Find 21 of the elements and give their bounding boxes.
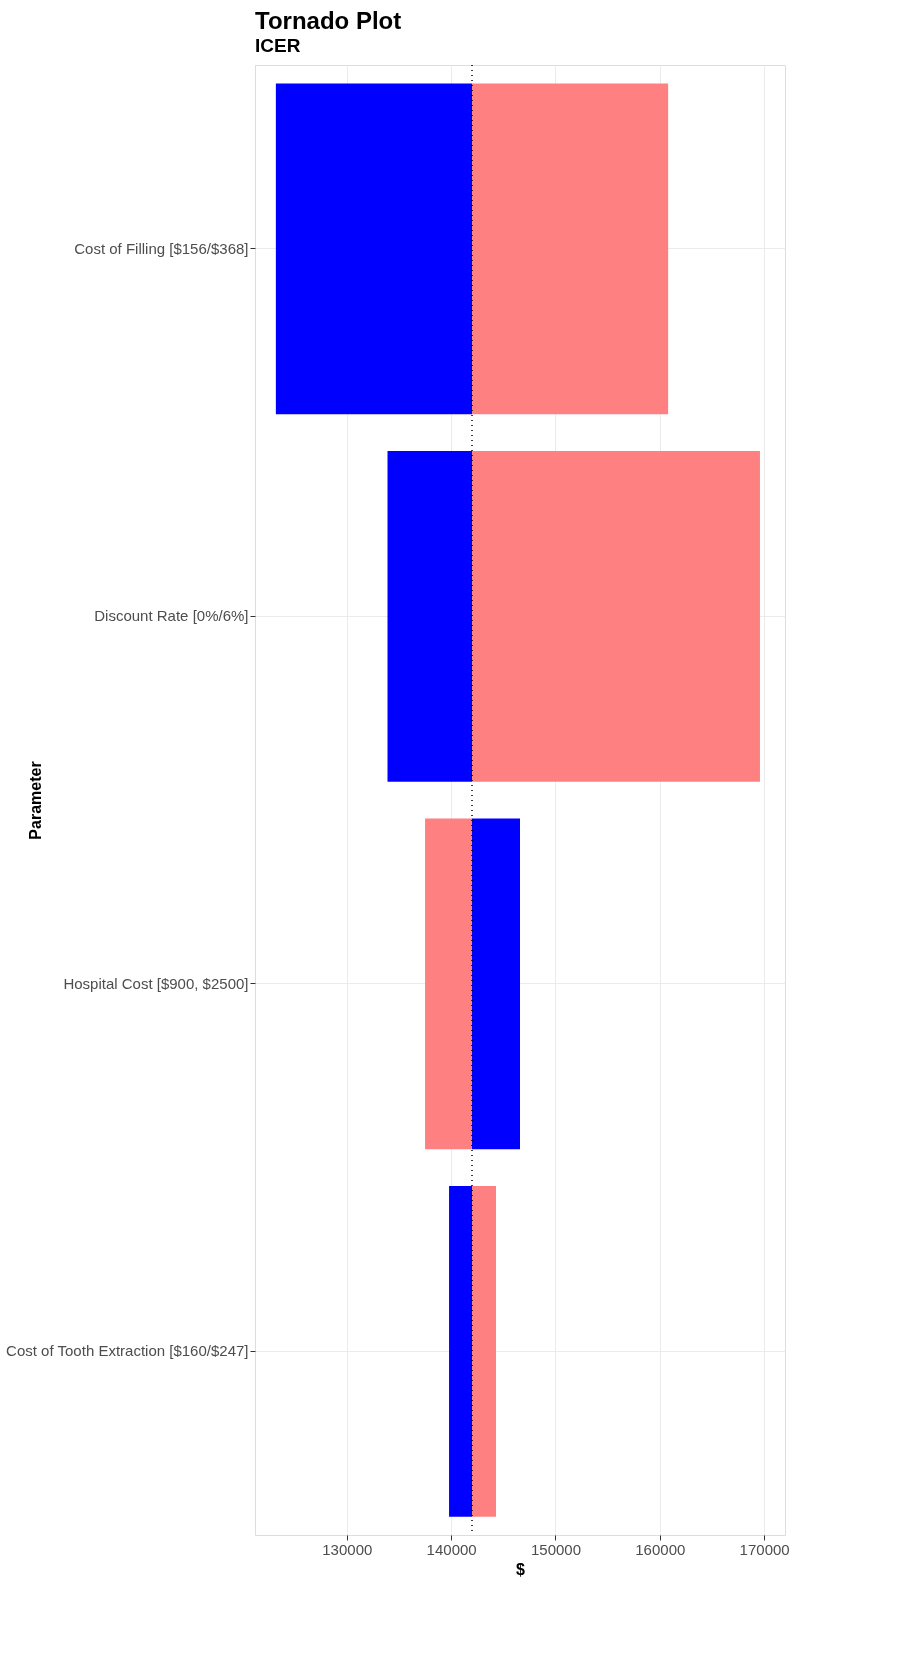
chart-title: Tornado Plot <box>255 7 402 35</box>
bar <box>275 83 473 415</box>
bar <box>472 818 520 1150</box>
y-tick-label: Cost of Filling [$156/$368] <box>74 239 249 257</box>
x-tick-label: 140000 <box>426 1540 477 1558</box>
y-axis-title: Parameter <box>26 761 44 840</box>
y-tick-label: Discount Rate [0%/6%] <box>94 607 249 625</box>
x-tick-label: 130000 <box>322 1540 373 1558</box>
bar <box>472 83 669 415</box>
bar <box>449 1185 473 1517</box>
y-tick-label: Cost of Tooth Extraction [$160/$247] <box>6 1342 249 1360</box>
x-tick-label: 170000 <box>739 1540 790 1558</box>
x-axis-title: $ <box>516 1560 526 1578</box>
bar <box>472 450 760 782</box>
chart-subtitle: ICER <box>255 35 301 57</box>
x-tick-label: 160000 <box>635 1540 686 1558</box>
x-tick-label: 150000 <box>530 1540 581 1558</box>
y-tick-label: Hospital Cost [$900, $2500] <box>63 974 249 992</box>
bar <box>387 450 473 782</box>
bar <box>425 818 473 1150</box>
bar <box>472 1185 496 1517</box>
